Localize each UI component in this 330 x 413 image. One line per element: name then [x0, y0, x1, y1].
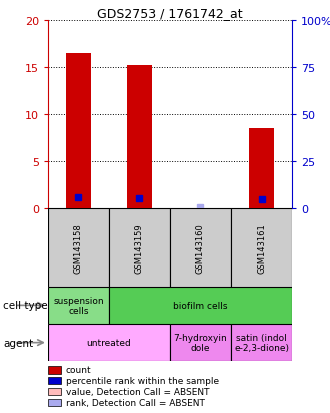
- Text: GSM143159: GSM143159: [135, 223, 144, 273]
- Text: untreated: untreated: [86, 338, 131, 347]
- Text: GSM143160: GSM143160: [196, 223, 205, 273]
- Bar: [231, 324, 292, 361]
- Bar: [48, 209, 109, 287]
- Bar: [170, 209, 231, 287]
- Bar: [127, 66, 151, 209]
- Bar: [48, 324, 170, 361]
- Text: suspension
cells: suspension cells: [53, 296, 104, 315]
- Text: percentile rank within the sample: percentile rank within the sample: [66, 376, 219, 385]
- Text: biofilm cells: biofilm cells: [173, 301, 228, 310]
- Text: 7-hydroxyin
dole: 7-hydroxyin dole: [174, 333, 227, 352]
- Text: count: count: [66, 366, 92, 375]
- Text: satin (indol
e-2,3-dione): satin (indol e-2,3-dione): [234, 333, 289, 352]
- Bar: [109, 209, 170, 287]
- Bar: [231, 209, 292, 287]
- Bar: [249, 129, 274, 209]
- Text: GSM143158: GSM143158: [74, 223, 83, 273]
- Title: GDS2753 / 1761742_at: GDS2753 / 1761742_at: [97, 7, 243, 19]
- Text: cell type: cell type: [3, 301, 48, 311]
- Bar: [170, 324, 231, 361]
- Text: rank, Detection Call = ABSENT: rank, Detection Call = ABSENT: [66, 398, 205, 407]
- Text: agent: agent: [3, 338, 33, 348]
- Text: value, Detection Call = ABSENT: value, Detection Call = ABSENT: [66, 387, 210, 396]
- Bar: [48, 287, 109, 324]
- Bar: [109, 287, 292, 324]
- Text: GSM143161: GSM143161: [257, 223, 266, 273]
- Bar: [66, 54, 90, 209]
